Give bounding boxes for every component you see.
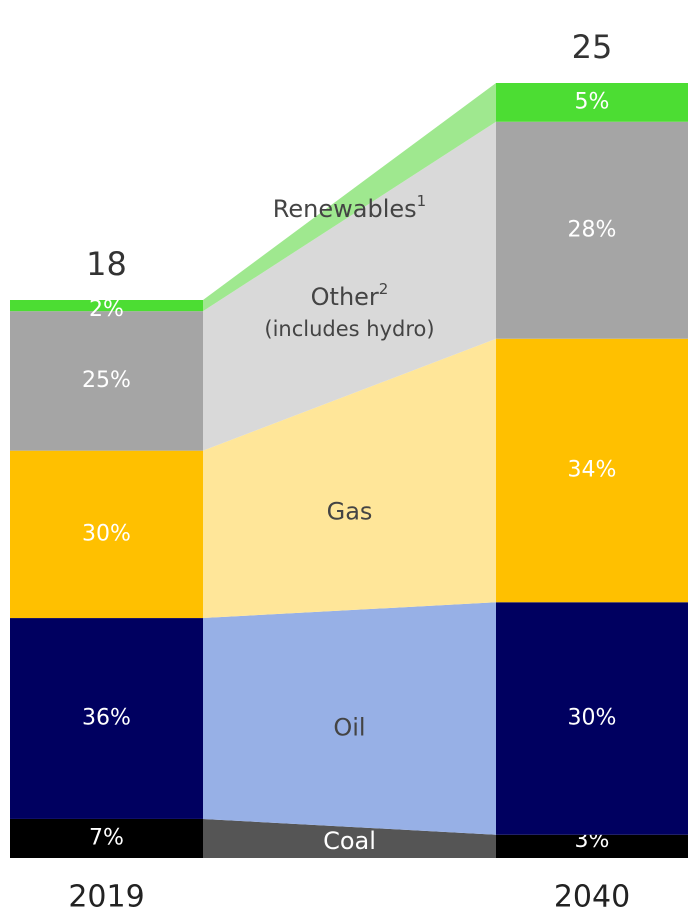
value-label: 5% [575, 89, 610, 114]
value-label: 28% [568, 217, 617, 242]
value-label: 30% [568, 706, 617, 731]
series-name: Gas [327, 497, 373, 525]
value-label: 2% [89, 297, 124, 322]
bar-segment [496, 121, 688, 339]
footnote-mark: 2 [379, 280, 389, 298]
series-label: Coal [323, 827, 376, 855]
bar-segment [496, 83, 688, 122]
footnote-mark: 1 [417, 192, 427, 210]
series-name: Renewables [273, 195, 417, 223]
flow-band [203, 338, 496, 619]
bar-segment [496, 602, 688, 835]
flow-band [203, 83, 496, 312]
series-label: Gas [327, 497, 373, 525]
series-label: Other2 [311, 280, 389, 312]
series-name: Oil [333, 714, 365, 742]
bar-segment [496, 834, 688, 858]
value-label: 25% [82, 368, 131, 393]
bar-segment [10, 818, 203, 858]
bar-segment [10, 300, 203, 312]
bar-segment [10, 618, 203, 819]
flow-band [203, 818, 496, 858]
bar-segment [496, 338, 688, 603]
bar-segment [10, 450, 203, 619]
category-label: 2040 [554, 880, 630, 915]
series-name: Other [311, 283, 379, 311]
total-label: 25 [572, 28, 613, 66]
value-label: 30% [82, 521, 131, 546]
series-name: Coal [323, 827, 376, 855]
series-sublabel: (includes hydro) [264, 317, 434, 341]
bar-segment [10, 311, 203, 451]
series-label: Renewables1 [273, 192, 426, 224]
total-label: 18 [86, 245, 127, 283]
value-label: 7% [89, 825, 124, 850]
value-label: 36% [82, 706, 131, 731]
flow-band [203, 602, 496, 835]
series-label: Oil [333, 714, 365, 742]
flow-band [203, 121, 496, 451]
category-label: 2019 [68, 880, 144, 915]
value-label: 34% [568, 458, 617, 483]
